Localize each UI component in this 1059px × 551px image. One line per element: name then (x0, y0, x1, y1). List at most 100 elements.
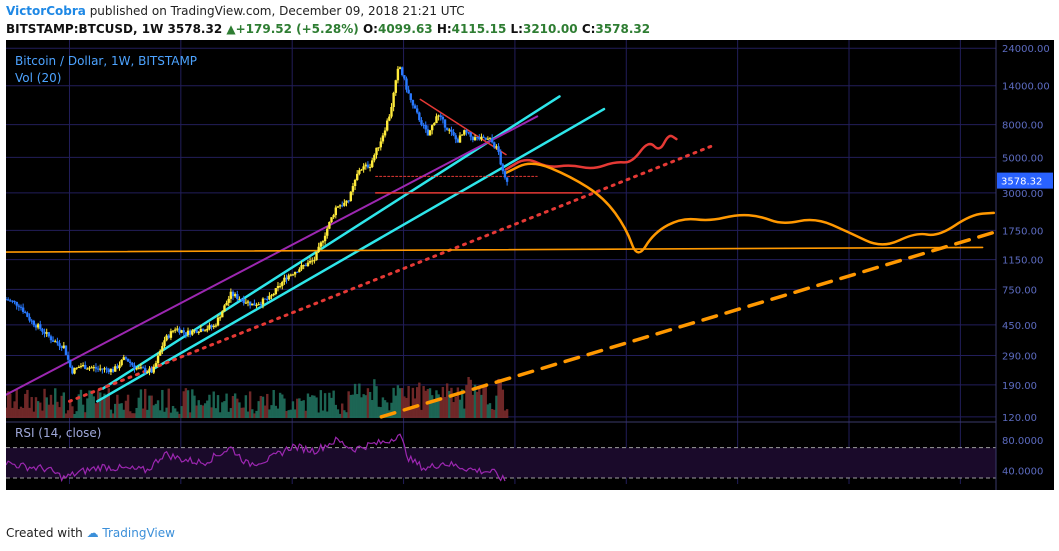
candle-body (415, 108, 419, 113)
volume-bar (176, 411, 179, 418)
volume-bar (124, 400, 128, 418)
candle-body (321, 241, 325, 243)
volume-bar (503, 410, 507, 418)
volume-bar (79, 389, 83, 418)
created-with-text: Created with (6, 526, 83, 540)
volume-bar (223, 401, 226, 418)
candle-body (298, 269, 301, 273)
candle-body (289, 274, 293, 276)
candle-body (285, 277, 288, 280)
candle-body (135, 368, 138, 370)
candle-body (488, 138, 492, 140)
volume-bar (227, 411, 230, 418)
candle-body (28, 316, 31, 321)
price-chart[interactable]: 2015201620172018201920202021202220232400… (6, 40, 1054, 490)
tradingview-logo-icon[interactable]: ☁ (86, 526, 99, 540)
candle-body (69, 359, 72, 367)
y-tick-label: 1750.00 (1002, 226, 1043, 237)
candle-body (109, 368, 113, 373)
candle-body (54, 341, 57, 343)
volume-bar (482, 387, 485, 418)
volume-bar (396, 385, 400, 418)
author-name[interactable]: VictorCobra (6, 4, 86, 18)
volume-bar (375, 386, 378, 418)
candle-body (171, 330, 175, 332)
volume-bar (225, 393, 228, 418)
candle-body (430, 125, 434, 131)
candle-body (396, 68, 400, 81)
candle-body (43, 331, 46, 334)
candle-body (398, 67, 402, 69)
candle-body (484, 137, 487, 140)
candle-body (154, 363, 158, 367)
volume-bar (467, 376, 470, 418)
orange-dashed-support (379, 230, 996, 419)
candle-body (9, 300, 12, 302)
candle-body (400, 67, 404, 76)
volume-bar (379, 407, 382, 418)
volume-bar (415, 387, 419, 418)
candle-body (358, 170, 361, 174)
volume-bar (246, 411, 250, 418)
candle-body (439, 115, 442, 117)
candle-body (103, 368, 106, 370)
candle-body (131, 362, 134, 366)
candle-body (490, 138, 494, 143)
candle-body (505, 177, 509, 182)
candle-body (381, 135, 385, 142)
candle-body (163, 340, 166, 347)
red-dotted-support (68, 143, 717, 403)
volume-bar (270, 405, 273, 418)
last-price-tag (997, 172, 1053, 189)
candle-body (34, 325, 38, 328)
candle-body (263, 298, 267, 300)
volume-bar (473, 384, 477, 418)
volume-bar (263, 405, 267, 418)
volume-bar (283, 398, 286, 418)
volume-bar (257, 401, 260, 418)
candle-body (184, 332, 188, 335)
candle-body (13, 301, 16, 303)
candle-body (503, 171, 507, 178)
candle-body (460, 134, 464, 136)
candle-body (116, 366, 119, 369)
volume-bar (454, 396, 457, 418)
volume-bar (242, 407, 245, 418)
volume-bar (92, 396, 96, 418)
candle-body (231, 291, 235, 297)
candle-body (377, 147, 380, 149)
volume-bar (146, 409, 149, 418)
candle-body (73, 368, 76, 374)
y-tick-label: 190.00 (1002, 381, 1037, 392)
ascending-channel-lower (96, 107, 606, 403)
candle-body (293, 271, 297, 275)
candle-body (266, 298, 269, 300)
y-tick-label: 120.00 (1002, 413, 1037, 424)
candle-body (139, 367, 143, 369)
publish-line: VictorCobra published on TradingView.com… (6, 4, 465, 18)
volume-bar (343, 410, 346, 418)
volume-bar (430, 395, 434, 418)
volume-bar (238, 402, 241, 418)
volume-bar (362, 394, 365, 418)
volume-bar (296, 398, 299, 418)
candle-body (126, 358, 130, 362)
candle-body (64, 345, 68, 355)
candle-body (261, 298, 265, 305)
volume-bar (347, 391, 350, 418)
candle-body (362, 166, 365, 170)
volume-bar (26, 389, 29, 418)
candle-body (221, 311, 224, 318)
candle-body (407, 89, 410, 94)
volume-bar (210, 407, 213, 418)
tradingview-brand[interactable]: TradingView (102, 526, 175, 540)
volume-bar (109, 409, 113, 418)
candle-body (276, 286, 280, 289)
candle-body (124, 357, 128, 359)
volume-bar (334, 404, 338, 418)
candle-body (413, 105, 417, 109)
volume-bars (6, 376, 509, 418)
high-value: 4115.15 (451, 22, 507, 36)
candle-body (240, 298, 243, 300)
volume-bar (161, 389, 164, 418)
